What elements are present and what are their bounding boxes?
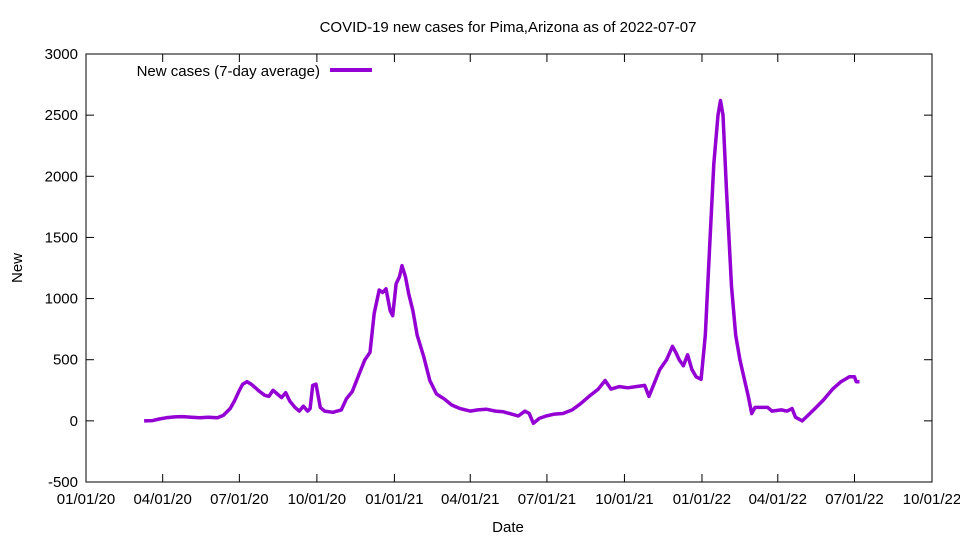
y-tick-label: 1500 — [45, 229, 78, 246]
y-axis-label: New — [9, 253, 26, 283]
x-tick-label: 04/01/20 — [133, 491, 191, 508]
y-tick-label: 2000 — [45, 168, 78, 185]
x-tick-label: 10/01/22 — [903, 491, 960, 508]
x-tick-label: 07/01/21 — [518, 491, 576, 508]
y-tick-label: 500 — [53, 352, 78, 369]
x-axis-label: Date — [492, 519, 524, 536]
x-tick-label: 01/01/22 — [673, 491, 731, 508]
y-tick-label: 3000 — [45, 46, 78, 63]
chart-title: COVID-19 new cases for Pima,Arizona as o… — [320, 19, 697, 36]
x-tick-label: 04/01/21 — [441, 491, 499, 508]
x-tick-label: 07/01/20 — [210, 491, 268, 508]
x-tick-label: 10/01/21 — [595, 491, 653, 508]
y-tick-label: 0 — [70, 413, 78, 430]
x-tick-label: 10/01/20 — [288, 491, 346, 508]
legend-label: New cases (7-day average) — [137, 63, 320, 80]
series-line-new-cases — [144, 98, 860, 426]
y-tick-label: 2500 — [45, 107, 78, 124]
y-tick-label: -500 — [48, 474, 78, 491]
legend: New cases (7-day average) — [137, 63, 372, 80]
x-tick-label: 04/01/22 — [749, 491, 807, 508]
x-tick-label: 07/01/22 — [825, 491, 883, 508]
x-tick-label: 01/01/20 — [57, 491, 115, 508]
y-axis: -500 0 500 1000 1500 2000 2500 3000 — [45, 46, 932, 491]
x-tick-label: 01/01/21 — [365, 491, 423, 508]
x-axis: 01/01/20 04/01/20 07/01/20 10/01/20 01/01/21… — [57, 54, 960, 508]
plot-area — [85, 53, 933, 483]
y-tick-label: 1000 — [45, 291, 78, 308]
